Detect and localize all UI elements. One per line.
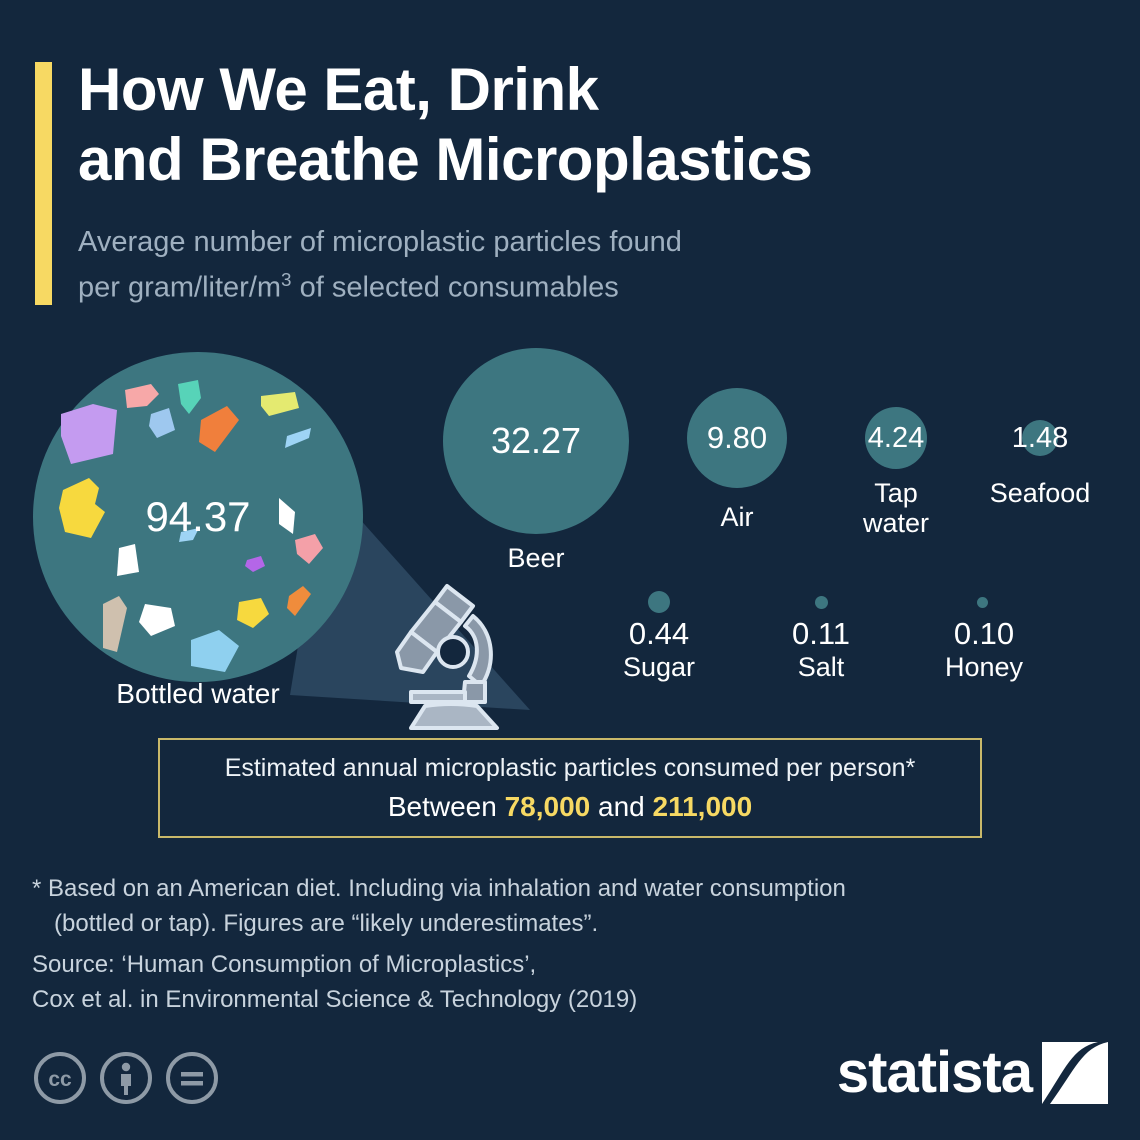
callout-low-value: 78,000 <box>504 790 591 822</box>
no-derivatives-equals-icon[interactable] <box>166 1052 218 1104</box>
callout-between-word: Between <box>387 790 505 822</box>
bubble-value-tap-water: 4.24 <box>867 421 925 454</box>
bubble-honey[interactable] <box>977 597 988 608</box>
title-line-1: How We Eat, Drink <box>78 56 599 123</box>
bubble-tap-water[interactable]: 4.24 <box>865 407 927 469</box>
bubble-label-salt: Salt <box>797 651 845 682</box>
annual-consumption-callout: Estimated annual microplastic particles … <box>158 738 982 838</box>
page-subtitle: Average number of microplastic particles… <box>78 220 1038 311</box>
bubble-value-seafood: 1.48 <box>1011 421 1069 454</box>
microscope-icon <box>395 584 499 730</box>
bubble-value-air: 9.80 <box>706 420 768 455</box>
bubble-group-sugar: 0.44 Sugar <box>559 616 759 682</box>
bubble-label-air: Air <box>720 502 754 532</box>
subtitle-line-1: Average number of microplastic particles… <box>78 226 682 258</box>
cubic-meter-exponent: 3 <box>281 268 292 290</box>
bubble-value-bottled-water: 94.37 <box>145 493 251 540</box>
source-line-1: Source: ‘Human Consumption of Microplast… <box>32 951 537 978</box>
attribution-person-icon[interactable] <box>100 1052 152 1104</box>
bubble-label-tap-water: Tap water <box>862 478 930 539</box>
footnote-line-2: (bottled or tap). Figures are “likely un… <box>54 909 599 937</box>
svg-text:cc: cc <box>48 1068 72 1091</box>
bubble-sugar[interactable] <box>648 591 670 613</box>
subtitle-unit-prefix: per gram/liter/m <box>78 271 282 304</box>
statista-mark-icon <box>1042 1042 1108 1104</box>
bubble-bottled-water[interactable]: 94.37 <box>33 352 363 682</box>
source-line-2: Cox et al. in Environmental Science & Te… <box>32 985 638 1013</box>
callout-and-word: and <box>590 790 653 822</box>
bubble-label-bottled-water: Bottled water <box>116 678 280 709</box>
callout-headline: Estimated annual microplastic particles … <box>224 753 916 782</box>
title-line-2: and Breathe Microplastics <box>78 126 813 194</box>
bubble-seafood[interactable]: 1.48 <box>1012 420 1068 456</box>
title-accent-bar <box>35 62 52 305</box>
statista-logo[interactable]: statista <box>837 1042 1108 1104</box>
bubble-value-honey: 0.10 <box>953 616 1015 651</box>
footnote: * Based on an American diet. Including v… <box>32 872 1102 941</box>
callout-high-value: 211,000 <box>652 790 753 822</box>
page-title: How We Eat, Drink and Breathe Microplast… <box>78 55 1038 195</box>
bubble-value-beer: 32.27 <box>490 420 582 461</box>
bubble-label-beer: Beer <box>507 543 565 573</box>
callout-range: Between 78,000 and 211,000 <box>388 791 752 823</box>
microplastic-particles-icon <box>59 380 323 672</box>
subtitle-line-2: per gram/liter/m3 of selected consumable… <box>78 265 1038 311</box>
creative-commons-icon[interactable]: cc <box>34 1052 86 1104</box>
bubble-air[interactable]: 9.80 <box>687 388 787 488</box>
statista-wordmark: statista <box>836 1040 1033 1105</box>
bubble-label-honey: Honey <box>944 651 1024 682</box>
bubble-value-sugar: 0.44 <box>628 616 690 651</box>
footnote-line-1: * Based on an American diet. Including v… <box>32 875 846 902</box>
bubble-label-seafood: Seafood <box>989 478 1091 508</box>
bubble-value-salt: 0.11 <box>791 616 851 651</box>
bubble-group-honey: 0.10 Honey <box>884 616 1084 682</box>
subtitle-unit-suffix: of selected consumables <box>291 271 619 304</box>
bubble-salt[interactable] <box>815 596 828 609</box>
creative-commons-badges: cc <box>34 1052 218 1104</box>
bubble-group-salt: 0.11 Salt <box>721 616 921 682</box>
bubble-beer[interactable]: 32.27 <box>443 348 629 534</box>
bubble-label-sugar: Sugar <box>622 651 696 682</box>
source-note: Source: ‘Human Consumption of Microplast… <box>32 948 1102 1017</box>
